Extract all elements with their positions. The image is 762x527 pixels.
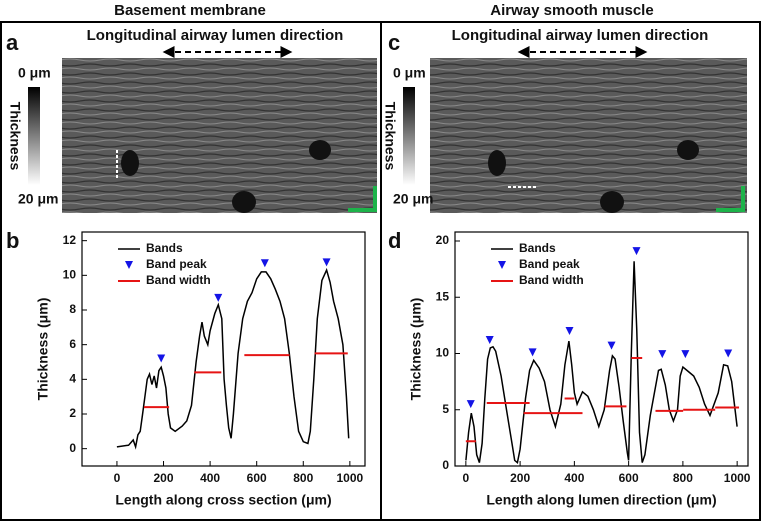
scale-mark xyxy=(716,186,745,212)
panel-label: a xyxy=(6,30,19,55)
image-blob xyxy=(309,140,331,160)
y-tick-label: 15 xyxy=(436,289,450,303)
peak-marker xyxy=(528,348,537,357)
peak-marker xyxy=(466,400,475,409)
image-blob xyxy=(600,191,624,213)
x-axis-title: Length along cross section (μm) xyxy=(115,492,331,508)
peak-marker xyxy=(658,350,667,359)
column-title: Basement membrane xyxy=(114,2,266,19)
peak-marker xyxy=(632,247,641,256)
y-tick-label: 2 xyxy=(69,406,76,420)
x-tick-label: 600 xyxy=(247,471,267,485)
legend-label: Band width xyxy=(146,273,211,287)
scale-title: Thickness xyxy=(7,102,23,171)
x-tick-label: 1000 xyxy=(337,471,364,485)
color-scale xyxy=(28,87,40,185)
column-title: Airway smooth muscle xyxy=(490,2,653,19)
image-blob xyxy=(677,140,699,160)
y-tick-label: 12 xyxy=(63,233,77,247)
image-blob xyxy=(232,191,256,213)
y-tick-label: 6 xyxy=(69,337,76,351)
peak-marker xyxy=(322,258,331,267)
scale-top: 0 μm xyxy=(18,65,51,81)
y-axis-title: Thickness (μm) xyxy=(408,298,424,401)
x-tick-label: 0 xyxy=(463,471,470,485)
legend-swatch xyxy=(498,261,506,269)
x-tick-label: 800 xyxy=(293,471,313,485)
panel-label: b xyxy=(6,228,19,253)
x-tick-label: 200 xyxy=(154,471,174,485)
legend-swatch xyxy=(125,261,133,269)
y-tick-label: 10 xyxy=(436,346,450,360)
y-tick-label: 20 xyxy=(436,233,450,247)
peak-marker xyxy=(157,354,166,363)
y-tick-label: 0 xyxy=(442,458,449,472)
color-scale xyxy=(403,87,415,185)
scale-top: 0 μm xyxy=(393,65,426,81)
x-tick-label: 600 xyxy=(619,471,639,485)
y-tick-label: 10 xyxy=(63,268,77,282)
direction-label: Longitudinal airway lumen direction xyxy=(452,27,709,44)
legend-label: Band peak xyxy=(146,257,207,271)
plot-frame xyxy=(81,231,366,467)
panel-label: c xyxy=(388,30,400,55)
scale-mark xyxy=(348,186,377,212)
peak-marker xyxy=(214,293,223,302)
x-tick-label: 800 xyxy=(673,471,693,485)
image xyxy=(430,58,747,213)
x-tick-label: 400 xyxy=(200,471,220,485)
y-axis-title: Thickness (μm) xyxy=(35,298,51,401)
image-blob xyxy=(121,150,139,176)
x-tick-label: 200 xyxy=(510,471,530,485)
y-tick-label: 5 xyxy=(442,402,449,416)
peak-marker xyxy=(681,350,690,359)
peak-marker xyxy=(607,341,616,350)
bands-line xyxy=(465,261,738,464)
peak-marker xyxy=(260,259,269,268)
x-tick-label: 0 xyxy=(114,471,121,485)
peak-marker xyxy=(565,327,574,335)
legend-label: Bands xyxy=(519,241,556,255)
x-tick-label: 400 xyxy=(564,471,584,485)
legend-label: Bands xyxy=(146,241,183,255)
image xyxy=(62,58,377,213)
plot-frame xyxy=(454,231,749,467)
x-tick-label: 1000 xyxy=(724,471,751,485)
direction-label: Longitudinal airway lumen direction xyxy=(87,27,344,44)
scale-bottom: 20 μm xyxy=(18,191,58,207)
y-tick-label: 4 xyxy=(69,372,76,386)
y-tick-label: 8 xyxy=(69,302,76,316)
x-axis-title: Length along lumen direction (μm) xyxy=(486,492,716,508)
peak-marker xyxy=(485,336,494,344)
legend-label: Band width xyxy=(519,273,584,287)
y-tick-label: 0 xyxy=(69,441,76,455)
legend-label: Band peak xyxy=(519,257,580,271)
bands-line xyxy=(116,267,350,450)
panel-label: d xyxy=(388,228,401,253)
scale-bottom: 20 μm xyxy=(393,191,433,207)
image-blob xyxy=(488,150,506,176)
peak-marker xyxy=(724,349,733,358)
scale-title: Thickness xyxy=(382,102,398,171)
